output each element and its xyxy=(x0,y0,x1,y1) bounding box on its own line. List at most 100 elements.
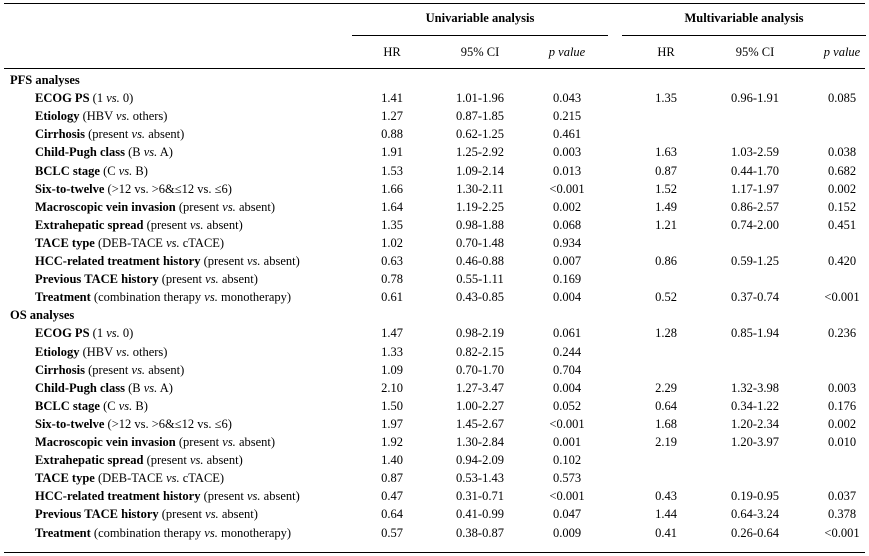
cell-hr-uni: 0.57 xyxy=(381,525,403,540)
cell-p-uni: <0.001 xyxy=(549,416,585,431)
row-label: Cirrhosis (present vs. absent) xyxy=(35,125,184,143)
cell-ci-uni: 1.01-1.96 xyxy=(456,91,504,106)
vs-text: vs. xyxy=(143,380,158,395)
cell-ci-uni: 0.62-1.25 xyxy=(456,127,504,142)
vs-text: vs. xyxy=(116,344,130,359)
variable-name: Child-Pugh class xyxy=(35,145,125,160)
comparison-text: (C xyxy=(99,163,119,178)
vs-text: vs. xyxy=(166,471,180,486)
cell-hr-uni: 1.47 xyxy=(381,326,403,341)
cell-ci-multi: 0.96-1.91 xyxy=(731,91,779,106)
cell-hr-multi: 2.29 xyxy=(655,380,677,395)
cell-ci-multi: 0.59-1.25 xyxy=(731,254,779,268)
univariable-rule xyxy=(352,35,608,36)
comparison-text-end: absent) xyxy=(218,507,258,522)
cell-ci-uni: 1.27-3.47 xyxy=(456,380,504,395)
row-label: Six-to-twelve (>12 vs. >6&≤12 vs. ≤6) xyxy=(35,180,232,198)
comparison-text: (DEB-TACE xyxy=(94,235,167,250)
row-label: TACE type (DEB-TACE vs. cTACE) xyxy=(35,469,224,487)
cell-hr-uni: 1.50 xyxy=(381,398,403,413)
comparison-text: (present xyxy=(143,453,190,468)
variable-name: HCC-related treatment history xyxy=(35,489,201,504)
comparison-text-end: absent) xyxy=(218,272,258,287)
cell-ci-uni: 0.98-1.88 xyxy=(456,217,504,232)
row-label: Extrahepatic spread (present vs. absent) xyxy=(35,451,243,469)
vs-text: vs. xyxy=(166,235,180,250)
row-label: Macroscopic vein invasion (present vs. a… xyxy=(35,198,275,216)
variable-name: Treatment xyxy=(35,525,91,540)
cell-hr-multi: 0.43 xyxy=(655,489,677,504)
cell-hr-multi: 1.63 xyxy=(655,145,677,160)
cell-hr-uni: 2.10 xyxy=(381,380,403,395)
cell-ci-multi: 0.74-2.00 xyxy=(731,217,779,232)
cell-ci-uni: 0.46-0.88 xyxy=(456,254,504,268)
comparison-text: (DEB-TACE xyxy=(94,471,167,486)
row-label: Etiology (HBV vs. others) xyxy=(35,343,167,361)
row-label: Macroscopic vein invasion (present vs. a… xyxy=(35,433,275,451)
cell-ci-uni: 0.43-0.85 xyxy=(456,290,504,305)
col-hr-multi: HR xyxy=(657,45,675,59)
cell-p-multi: 0.451 xyxy=(827,217,857,232)
comparison-text: (present xyxy=(158,272,206,287)
comparison-text: (present xyxy=(85,362,132,377)
cell-p-multi: 0.002 xyxy=(827,416,857,431)
cell-p-uni: 0.215 xyxy=(552,109,582,124)
comparison-text: (present xyxy=(175,435,223,449)
cell-p-uni: 0.461 xyxy=(552,127,582,142)
cell-ci-uni: 0.38-0.87 xyxy=(456,525,504,540)
row-label: Treatment (combination therapy vs. monot… xyxy=(35,288,291,306)
cell-ci-uni: 1.30-2.84 xyxy=(456,435,504,449)
vs-text: vs. xyxy=(116,109,130,124)
row-label: Child-Pugh class (B vs. A) xyxy=(35,379,173,397)
cell-ci-multi: 0.85-1.94 xyxy=(731,326,779,341)
cell-hr-uni: 1.40 xyxy=(381,453,403,468)
row-label: HCC-related treatment history (present v… xyxy=(35,487,300,505)
cell-hr-uni: 1.02 xyxy=(381,235,403,250)
row-label: ECOG PS (1 vs. 0) xyxy=(35,324,133,342)
cell-ci-multi: 1.17-1.97 xyxy=(731,181,779,196)
comparison-text-end: B) xyxy=(132,163,148,178)
vs-text: vs. xyxy=(222,199,236,214)
cell-hr-multi: 1.44 xyxy=(655,507,677,522)
cell-p-multi: 0.037 xyxy=(827,489,857,504)
vs-text: vs. xyxy=(205,272,219,287)
cell-hr-multi: 1.49 xyxy=(655,199,677,214)
row-label: TACE type (DEB-TACE vs. cTACE) xyxy=(35,234,224,252)
comparison-text-end: monotherapy) xyxy=(217,525,292,540)
cell-p-uni: 0.002 xyxy=(552,199,582,214)
cell-p-uni: 0.052 xyxy=(552,398,582,413)
cell-hr-uni: 1.09 xyxy=(381,362,403,377)
cell-hr-uni: 0.88 xyxy=(381,127,403,142)
row-label: BCLC stage (C vs. B) xyxy=(35,397,148,415)
vs-text: vs. xyxy=(131,362,146,377)
comparison-text-end: others) xyxy=(129,109,168,124)
row-label: Child-Pugh class (B vs. A) xyxy=(35,143,173,161)
cell-ci-uni: 1.09-2.14 xyxy=(456,163,504,178)
comparison-text-end: 0) xyxy=(119,91,134,106)
cell-ci-uni: 0.31-0.71 xyxy=(456,489,504,504)
cell-p-multi: 0.236 xyxy=(827,326,857,341)
comparison-text: (present xyxy=(158,507,206,522)
cell-ci-multi: 0.64-3.24 xyxy=(731,507,779,522)
cell-p-uni: 0.102 xyxy=(552,453,582,468)
row-label: Cirrhosis (present vs. absent) xyxy=(35,361,184,379)
variable-name: Cirrhosis xyxy=(35,362,85,377)
vs-text: vs. xyxy=(204,525,218,540)
comparison-text: (present xyxy=(143,217,190,232)
variable-name: Six-to-twelve xyxy=(35,416,105,431)
cell-ci-uni: 0.53-1.43 xyxy=(456,471,504,486)
comparison-text-end: A) xyxy=(157,380,173,395)
cell-p-uni: <0.001 xyxy=(549,181,585,196)
row-label: ECOG PS (1 vs. 0) xyxy=(35,89,133,107)
cell-p-multi: 0.085 xyxy=(827,91,857,106)
cell-hr-multi: 1.28 xyxy=(655,326,677,341)
comparison-text: (B xyxy=(124,145,144,160)
vs-text: vs. xyxy=(189,217,204,232)
vs-text: vs. xyxy=(189,453,204,468)
cell-p-multi: 0.038 xyxy=(827,145,857,160)
comparison-text-end: cTACE) xyxy=(179,235,225,250)
row-label: Previous TACE history (present vs. absen… xyxy=(35,505,258,523)
cell-p-uni: 0.573 xyxy=(552,471,582,486)
cell-p-uni: 0.047 xyxy=(552,507,582,522)
row-label: HCC-related treatment history (present v… xyxy=(35,252,300,270)
